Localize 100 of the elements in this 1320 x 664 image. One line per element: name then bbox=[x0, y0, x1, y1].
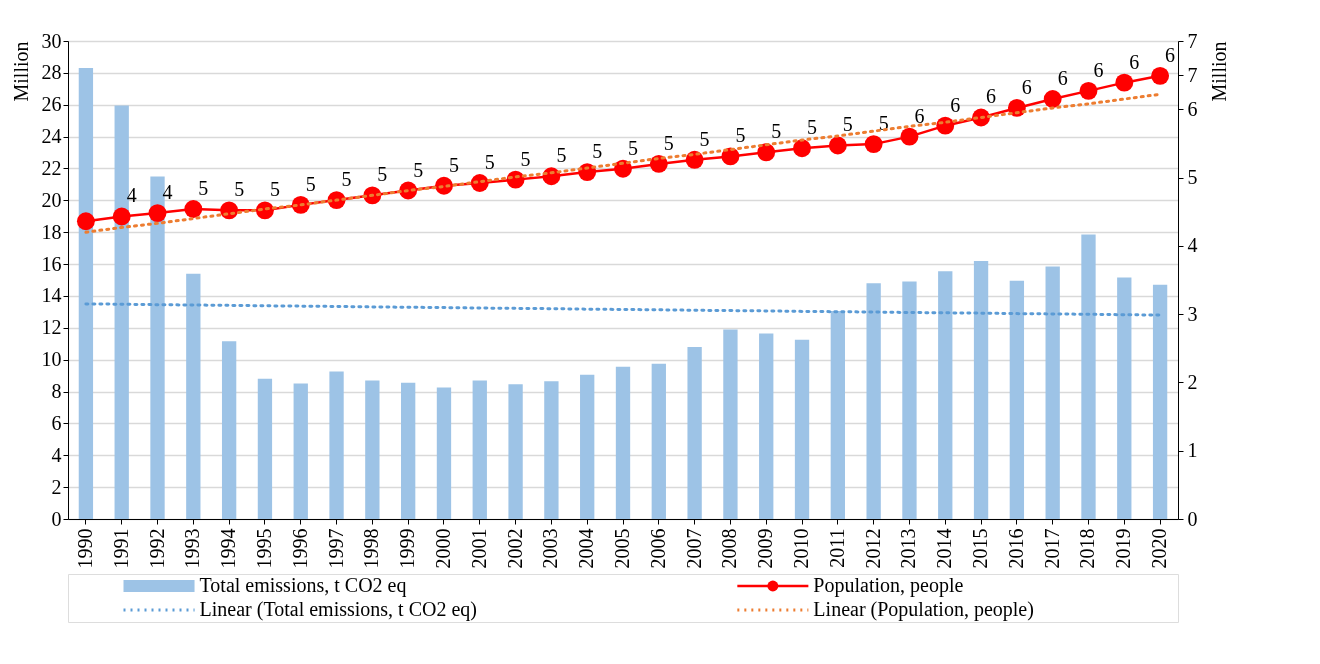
y2-axis-title: Million bbox=[1207, 41, 1230, 102]
x-tick-label: 2003 bbox=[539, 528, 562, 569]
bar bbox=[723, 329, 738, 519]
point bbox=[864, 135, 883, 154]
x-tick-label: 1993 bbox=[181, 528, 204, 569]
point bbox=[900, 127, 919, 146]
y-tick-label: 22 bbox=[41, 156, 62, 179]
point bbox=[184, 200, 203, 218]
bar bbox=[78, 68, 94, 519]
bar bbox=[401, 382, 416, 519]
bar bbox=[580, 374, 595, 519]
x-tick-label: 1998 bbox=[360, 528, 383, 569]
bar bbox=[830, 311, 845, 519]
x-tick-label: 2019 bbox=[1112, 528, 1135, 569]
y-tick-label: 26 bbox=[41, 93, 62, 116]
x-tick-label: 2007 bbox=[682, 528, 705, 569]
x-tick-label: 2014 bbox=[933, 528, 956, 569]
bar bbox=[186, 273, 201, 519]
data-label: 6 bbox=[950, 93, 961, 116]
x-tick-label: 2017 bbox=[1040, 528, 1063, 569]
data-label: 5 bbox=[735, 124, 746, 147]
x-tick-label: 1996 bbox=[288, 528, 311, 569]
data-label: 5 bbox=[448, 153, 459, 176]
bar bbox=[1081, 234, 1096, 519]
data-label: 5 bbox=[234, 178, 245, 201]
y2-tick-label: 3 bbox=[1187, 302, 1198, 325]
data-label: 5 bbox=[556, 144, 567, 167]
point bbox=[1043, 90, 1062, 108]
point bbox=[757, 143, 776, 162]
data-label: 5 bbox=[341, 168, 352, 191]
bar bbox=[759, 333, 774, 519]
data-label: 5 bbox=[663, 131, 674, 154]
legend-label: Population, people bbox=[813, 574, 964, 597]
bar bbox=[472, 380, 487, 519]
data-label: 5 bbox=[269, 178, 280, 201]
x-tick-label: 1990 bbox=[73, 528, 96, 569]
y2-tick-label: 2 bbox=[1187, 370, 1198, 393]
x-tick-label: 2011 bbox=[825, 528, 848, 568]
y-tick-label: 20 bbox=[41, 188, 62, 211]
legend-label: Linear (Total emissions, t CO2 eq) bbox=[199, 598, 477, 621]
bar bbox=[1045, 266, 1060, 519]
line-series bbox=[84, 302, 1162, 317]
x-tick-label: 1992 bbox=[145, 528, 168, 569]
data-label: 6 bbox=[1057, 67, 1068, 90]
data-label: 6 bbox=[1165, 43, 1176, 66]
data-label: 5 bbox=[592, 140, 603, 163]
y2-tick-label: 6 bbox=[1187, 97, 1198, 120]
point bbox=[76, 212, 95, 231]
x-tick-label: 2002 bbox=[503, 528, 526, 569]
data-label: 5 bbox=[842, 113, 853, 136]
data-label: 4 bbox=[162, 181, 173, 204]
bar bbox=[973, 260, 989, 519]
data-label: 5 bbox=[484, 151, 495, 174]
bar bbox=[508, 384, 523, 519]
bar bbox=[687, 346, 702, 519]
data-label: 5 bbox=[520, 147, 531, 170]
y-tick-label: 12 bbox=[41, 316, 62, 339]
bar bbox=[1009, 280, 1025, 519]
x-tick-label: 2006 bbox=[646, 528, 669, 569]
data-label: 5 bbox=[198, 176, 209, 199]
x-tick-label: 2009 bbox=[754, 528, 777, 569]
y-tick-label: 18 bbox=[41, 220, 62, 243]
y-tick-label: 0 bbox=[51, 507, 62, 530]
y2-tick-label: 1 bbox=[1187, 439, 1198, 462]
x-tick-label: 2001 bbox=[467, 528, 490, 569]
data-label: 5 bbox=[628, 136, 638, 159]
bar bbox=[293, 383, 308, 519]
x-tick-label: 2018 bbox=[1076, 528, 1099, 569]
bar bbox=[365, 380, 380, 519]
x-tick-label: 1995 bbox=[252, 528, 275, 569]
data-label: 6 bbox=[1093, 58, 1104, 81]
bar bbox=[114, 105, 129, 519]
x-tick-label: 2015 bbox=[969, 528, 992, 569]
x-tick-label: 1991 bbox=[109, 528, 132, 569]
legend-label: Linear (Population, people) bbox=[813, 598, 1034, 621]
data-label: 6 bbox=[1021, 75, 1032, 98]
x-tick-label: 1999 bbox=[396, 528, 419, 569]
y-tick-label: 30 bbox=[41, 29, 62, 52]
bar bbox=[651, 363, 666, 519]
y2-tick-label: 0 bbox=[1187, 507, 1198, 530]
bar bbox=[544, 381, 559, 519]
y2-tick-label: 4 bbox=[1187, 234, 1198, 257]
data-label: 6 bbox=[986, 85, 997, 108]
x-tick-label: 2013 bbox=[897, 528, 920, 569]
point bbox=[1115, 73, 1134, 92]
bar bbox=[902, 281, 917, 519]
y2-tick-label: 7 bbox=[1187, 63, 1198, 86]
y-tick-label: 4 bbox=[51, 443, 62, 466]
x-tick-label: 2016 bbox=[1004, 528, 1027, 569]
y-axis-title: Million bbox=[9, 41, 32, 102]
y-tick-label: 2 bbox=[51, 475, 62, 498]
y-tick-label: 8 bbox=[51, 380, 62, 403]
y2-tick-label: 5 bbox=[1187, 166, 1198, 189]
x-tick-label: 2010 bbox=[790, 528, 813, 569]
y-tick-label: 10 bbox=[41, 348, 62, 371]
point bbox=[1079, 81, 1098, 100]
bar bbox=[1117, 277, 1132, 519]
data-label: 5 bbox=[305, 172, 316, 195]
bar bbox=[150, 176, 165, 519]
data-label: 6 bbox=[914, 104, 925, 127]
